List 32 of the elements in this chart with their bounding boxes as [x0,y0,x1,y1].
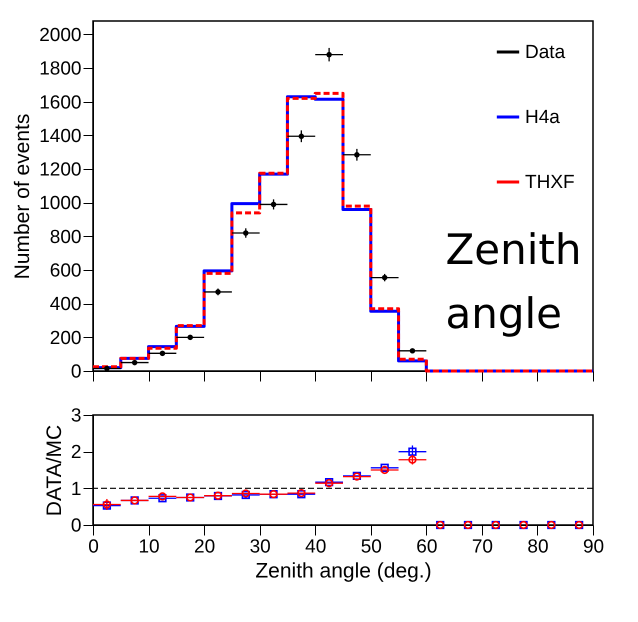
y-axis-title: Number of events [11,114,34,280]
y-tick-label: 200 [50,328,82,349]
y-tick-label: 1000 [39,193,82,214]
x-tick-label: 60 [416,536,438,558]
x-tick-label: 50 [360,536,382,558]
annotation: Zenith angle [446,225,582,338]
x-tick-label: 20 [194,536,216,558]
y-tick-label: 0 [70,516,82,536]
legend-label: THXF [525,172,575,193]
y-axis-title: DATA/MC [42,424,66,516]
x-tick-label: 80 [527,536,549,558]
y-tick-label: 3 [70,406,82,426]
x-tick-label: 40 [305,536,326,558]
y-tick-label: 400 [50,294,82,316]
y-tick-label: 1400 [39,126,82,147]
y-tick-label: 0 [70,362,82,382]
x-tick-label: 30 [250,536,271,558]
y-tick-label: 2 [70,442,82,464]
y-tick-label: 2000 [39,24,82,46]
y-tick-label: 600 [50,260,82,282]
y-tick-label: 1 [70,478,82,500]
x-tick-label: 90 [582,536,604,558]
y-tick-label: 1800 [39,58,82,80]
x-tick-label: 10 [138,536,160,558]
y-tick-label: 1200 [39,160,82,181]
x-axis-title: Zenith angle (deg.) [255,560,432,582]
x-tick-label: 0 [88,536,99,558]
y-tick-label: 800 [50,226,82,248]
y-tick-label: 1600 [39,92,82,114]
legend-label: H4a [525,107,560,128]
x-tick-label: 70 [472,536,493,558]
legend-label: Data [525,42,566,63]
